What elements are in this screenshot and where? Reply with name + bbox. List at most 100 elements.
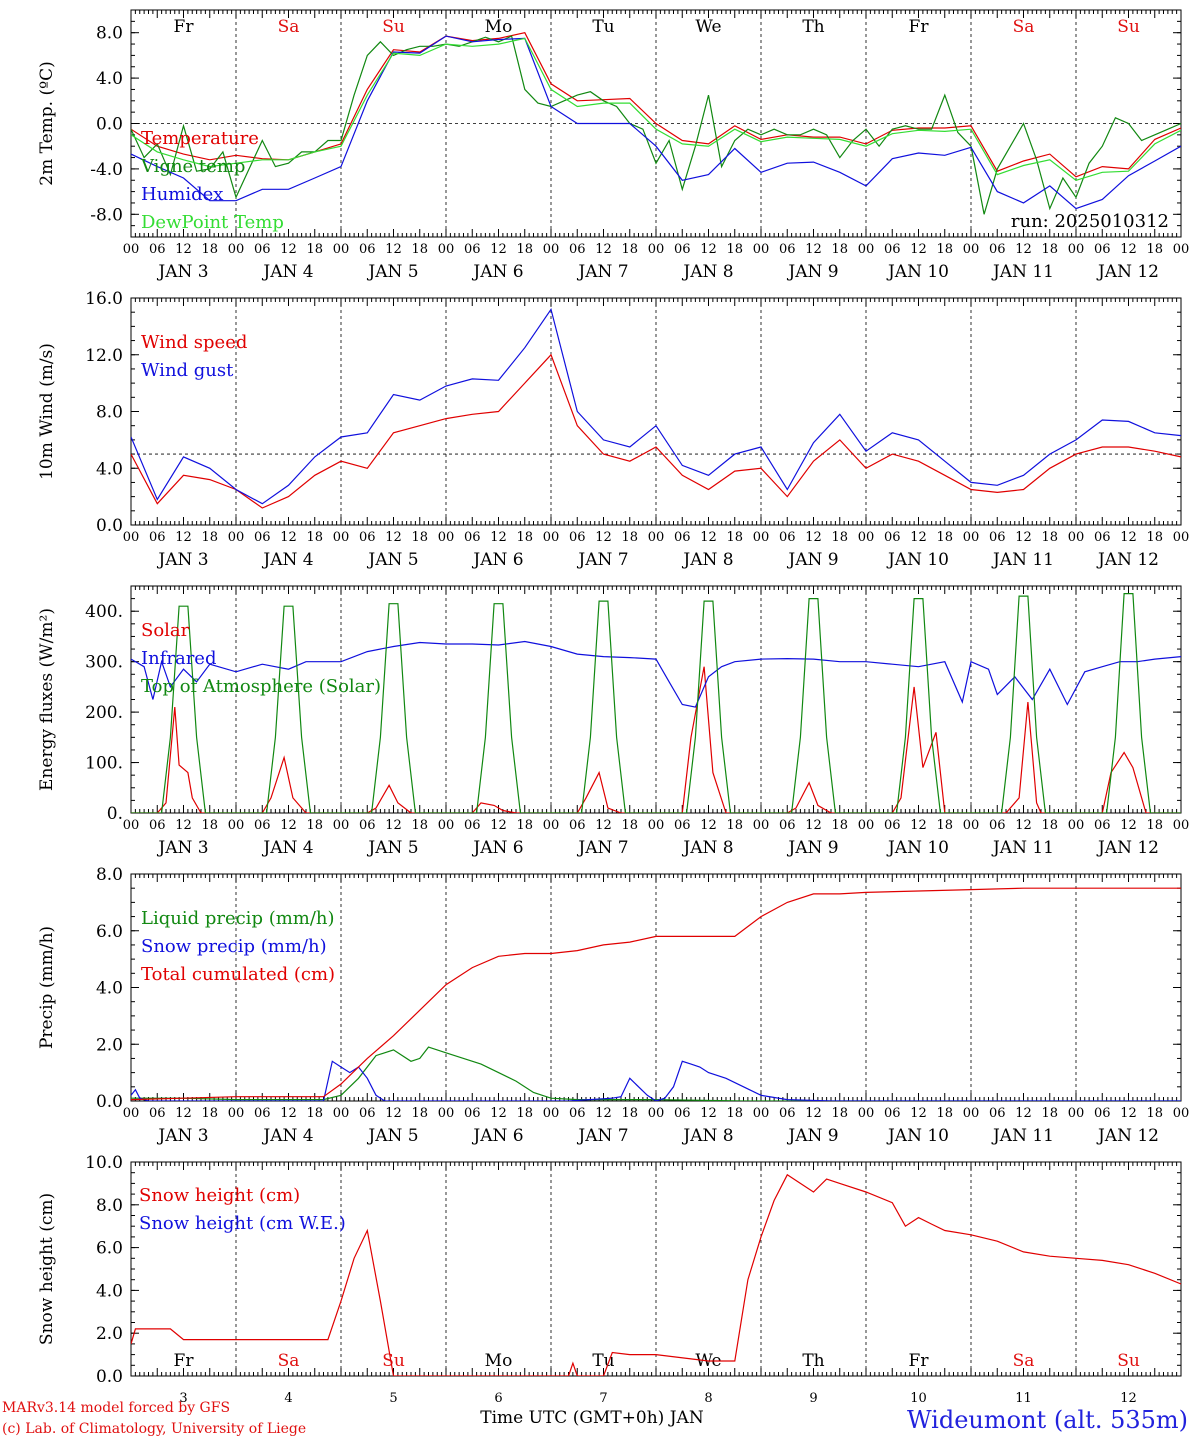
hour-label: 18 xyxy=(621,1106,638,1121)
hour-label: 12 xyxy=(805,242,822,257)
day-label: JAN 10 xyxy=(886,262,949,282)
hour-label: 06 xyxy=(884,818,901,833)
hour-label: 00 xyxy=(438,818,455,833)
hour-label: 18 xyxy=(1041,1106,1058,1121)
hour-label: 12 xyxy=(175,530,192,545)
day-label: JAN 5 xyxy=(366,262,418,282)
day-number: 12 xyxy=(1120,1391,1137,1406)
y-tick-label: 0.0 xyxy=(96,516,123,536)
weekday-label: Sa xyxy=(278,17,300,37)
weekday-label: Sa xyxy=(1013,17,1035,37)
day-label: JAN 3 xyxy=(156,262,208,282)
hour-label: 18 xyxy=(1041,818,1058,833)
hour-label: 18 xyxy=(726,530,743,545)
hour-label: 00 xyxy=(753,818,770,833)
hour-label: 06 xyxy=(674,242,691,257)
hour-label: 00 xyxy=(333,818,350,833)
hour-label: 12 xyxy=(700,818,717,833)
y-axis-label: 10m Wind (m/s) xyxy=(37,343,57,480)
hour-label: 06 xyxy=(884,1106,901,1121)
hour-label: 18 xyxy=(411,1106,428,1121)
day-label: JAN 11 xyxy=(991,838,1054,858)
hour-label: 18 xyxy=(831,530,848,545)
y-tick-label: 200. xyxy=(85,703,123,723)
day-label: JAN 5 xyxy=(366,838,418,858)
hour-label: 12 xyxy=(1015,818,1032,833)
hour-label: 00 xyxy=(963,1106,980,1121)
hour-label: 06 xyxy=(149,242,166,257)
day-label: JAN 6 xyxy=(471,838,523,858)
hour-label: 00 xyxy=(543,1106,560,1121)
day-label: JAN 7 xyxy=(576,550,628,570)
hour-label: 00 xyxy=(858,1106,875,1121)
legend-entry: Wind speed xyxy=(141,332,247,353)
hour-label: 18 xyxy=(516,818,533,833)
hour-label: 12 xyxy=(595,242,612,257)
weekday-label: Su xyxy=(1117,17,1140,37)
day-number: 7 xyxy=(599,1391,607,1406)
weekday-label: Sa xyxy=(278,1351,300,1371)
y-tick-label: 8.0 xyxy=(96,403,123,423)
panel-3: 0. 100. 200. 300. 400. 00 06 12 18 JAN 3 00 06 12 18 J… xyxy=(37,585,1189,858)
hour-label: 12 xyxy=(595,818,612,833)
day-label: JAN 12 xyxy=(1096,262,1159,282)
hour-label: 12 xyxy=(1015,242,1032,257)
legend-entry: Wind gust xyxy=(141,360,234,381)
y-tick-label: 8.0 xyxy=(96,24,123,44)
hour-label: 00 xyxy=(858,530,875,545)
weekday-label: Sa xyxy=(1013,1351,1035,1371)
station-label: Wideumont (alt. 535m) xyxy=(907,1406,1188,1434)
day-label: JAN 12 xyxy=(1096,838,1159,858)
y-tick-label: 2.0 xyxy=(96,1035,123,1055)
hour-label: 00 xyxy=(648,1106,665,1121)
hour-label: 00 xyxy=(228,242,245,257)
y-tick-label: 100. xyxy=(85,754,123,774)
day-label: JAN 10 xyxy=(886,550,949,570)
weekday-label: Su xyxy=(1117,1351,1140,1371)
weekday-label: Th xyxy=(802,1351,824,1371)
weekday-label: Fr xyxy=(174,17,195,37)
hour-label: 06 xyxy=(149,818,166,833)
hour-label: 00 xyxy=(543,242,560,257)
hour-label: 00 xyxy=(963,818,980,833)
hour-label: 12 xyxy=(280,818,297,833)
hour-label: 00 xyxy=(648,818,665,833)
weekday-label: Mo xyxy=(485,17,513,37)
series-wind-speed xyxy=(131,353,1181,509)
hour-label: 06 xyxy=(149,530,166,545)
day-label: JAN 3 xyxy=(156,550,208,570)
hour-label: 06 xyxy=(254,818,271,833)
weekday-label: Mo xyxy=(485,1351,513,1371)
hour-label: 06 xyxy=(464,1106,481,1121)
y-axis-label: Energy fluxes (W/m²) xyxy=(37,608,57,791)
hour-label: 06 xyxy=(989,530,1006,545)
hour-label: 06 xyxy=(989,818,1006,833)
legend-entry: Temperature xyxy=(141,128,259,149)
y-tick-label: 0.0 xyxy=(96,115,123,135)
hour-label: 18 xyxy=(201,1106,218,1121)
day-label: JAN 6 xyxy=(471,262,523,282)
day-label: JAN 3 xyxy=(156,838,208,858)
hour-label: 06 xyxy=(1094,818,1111,833)
y-axis-label: Precip (mm/h) xyxy=(37,926,57,1049)
legend-entry: Infrared xyxy=(141,648,216,669)
y-tick-label: -8.0 xyxy=(90,205,123,225)
hour-label: 00 xyxy=(438,1106,455,1121)
hour-label: 00 xyxy=(1068,530,1085,545)
hour-label: 06 xyxy=(569,530,586,545)
hour-label: 18 xyxy=(1146,1106,1163,1121)
y-tick-label: 400. xyxy=(85,602,123,622)
hour-label: 00 xyxy=(753,530,770,545)
hour-label: 00 xyxy=(1068,1106,1085,1121)
hour-label: 06 xyxy=(674,530,691,545)
y-axis-label: 2m Temp. (ºC) xyxy=(37,61,57,186)
hour-label: 06 xyxy=(884,530,901,545)
hour-label: 12 xyxy=(280,530,297,545)
hour-label: 18 xyxy=(936,818,953,833)
day-label: JAN 6 xyxy=(471,550,523,570)
series-snow-precip-mm-h xyxy=(131,1060,1181,1101)
hour-label: 12 xyxy=(805,818,822,833)
day-label: JAN 5 xyxy=(366,1126,418,1146)
day-label: JAN 7 xyxy=(576,1126,628,1146)
